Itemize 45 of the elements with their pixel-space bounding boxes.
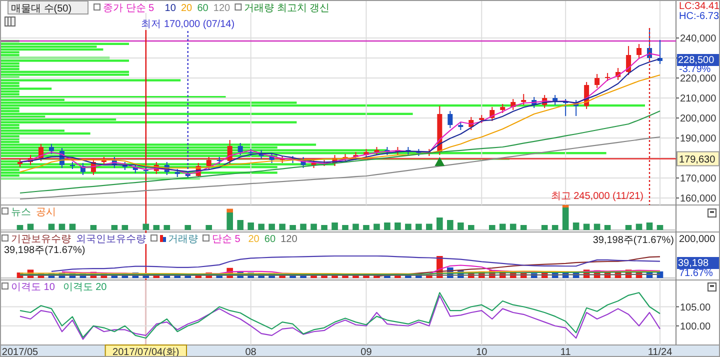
text: 20	[248, 234, 260, 245]
text: 거래량 최고치 갱신	[244, 3, 330, 14]
text: 기관보유수량	[11, 234, 71, 245]
annotation: 최고 245,000 (11/21)	[550, 191, 644, 202]
series-label: 뉴스	[11, 207, 31, 218]
x-tick-label: 09	[360, 347, 372, 357]
x-tick-label: 11/24	[648, 347, 673, 357]
text: HC:-6.73	[679, 11, 720, 22]
text: 공시	[36, 207, 56, 218]
x-tick-label: 10	[476, 347, 488, 357]
text: 단순 5	[212, 234, 241, 245]
y-tick-label: 105.00	[680, 302, 712, 314]
y-tick-label: 210,000	[680, 94, 717, 104]
y-tick-label: 160,000	[680, 194, 717, 204]
text: 39,198	[678, 258, 710, 269]
text: 10	[164, 3, 176, 14]
text: 39,198주(71.67%)	[4, 245, 86, 256]
y-tick-label: 220,000	[680, 74, 717, 84]
x-tick-label: 11	[560, 347, 572, 357]
text: 120	[280, 234, 298, 245]
text: 60	[197, 3, 209, 14]
x-tick-label: 2017/07/04(화)	[112, 347, 180, 357]
text: -3.79%	[679, 64, 711, 75]
text: 228,500	[678, 55, 715, 66]
text: 71.67%	[679, 268, 714, 279]
text: 120	[213, 3, 231, 14]
series-label: 이격도 20	[62, 282, 108, 293]
ref-line-label: 179,630	[679, 154, 716, 166]
y-tick-label: 240,000	[680, 34, 717, 44]
y-tick-label: 100.00	[680, 321, 712, 332]
y-tick-label: 200,000	[680, 114, 717, 124]
text: 39,198주(71.67%)	[592, 235, 674, 246]
chart-title: 매물대 수(50)	[11, 4, 72, 14]
text: 60	[264, 234, 276, 245]
x-tick-label: 08	[245, 347, 257, 357]
annotation: 최저 170,000 (07/14)	[141, 19, 235, 30]
series-label: 이격도 10	[11, 282, 56, 293]
y-tick-label: 190,000	[680, 134, 717, 144]
text: 종가 단순 5	[103, 3, 155, 14]
text: 외국인보유수량	[76, 234, 146, 245]
x-tick-label: 2017/05	[2, 347, 39, 357]
text: LC:34.41	[679, 1, 720, 12]
text: 20	[181, 3, 193, 14]
legend-label: 거래량	[168, 234, 198, 245]
y-tick-label: 170,000	[680, 174, 717, 184]
